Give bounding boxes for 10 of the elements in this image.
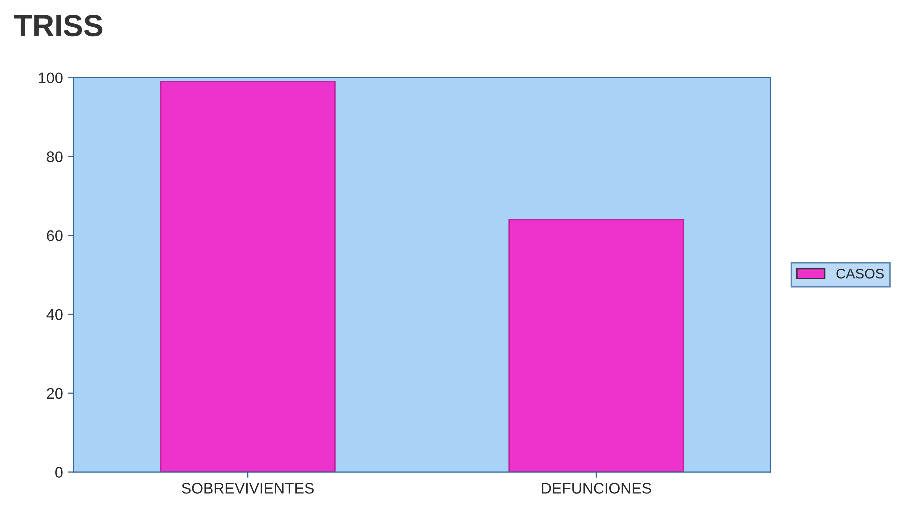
y-tick-label: 20 <box>47 388 63 400</box>
legend-label: CASOS <box>836 268 884 279</box>
chart-title: TRISS <box>14 14 103 37</box>
x-tick-label: DEFUNCIONES <box>542 483 652 494</box>
y-tick-label: 60 <box>47 230 63 242</box>
y-tick-label: 40 <box>46 309 63 320</box>
x-tick-label: SOBREVIVIENTES <box>182 483 314 494</box>
y-tick-label: 80 <box>47 152 63 162</box>
y-tick-label: 0 <box>56 467 63 478</box>
y-tick-label: 100 <box>39 72 63 84</box>
